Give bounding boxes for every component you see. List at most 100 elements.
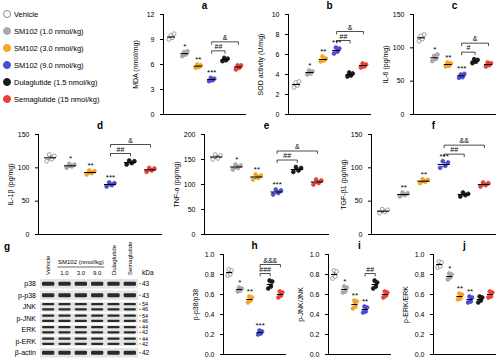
svg-text:50: 50 <box>188 206 196 213</box>
svg-text:1.0: 1.0 <box>310 251 320 258</box>
svg-text:42: 42 <box>142 329 148 335</box>
svg-text:##: ## <box>450 146 458 153</box>
svg-text:3.0: 3.0 <box>77 270 86 276</box>
svg-text:0: 0 <box>151 111 155 118</box>
svg-text:43: 43 <box>142 280 150 287</box>
svg-text:0: 0 <box>359 231 363 238</box>
svg-text:1.0: 1.0 <box>205 251 215 258</box>
svg-text:***: *** <box>106 173 115 182</box>
svg-text:0.2: 0.2 <box>415 331 425 338</box>
svg-text:&&: && <box>460 137 470 144</box>
svg-text:*: * <box>308 61 311 70</box>
svg-text:###: ### <box>259 266 271 273</box>
svg-text:0.8: 0.8 <box>205 271 215 278</box>
svg-text:50: 50 <box>397 77 405 84</box>
svg-text:*: * <box>69 154 72 163</box>
svg-text:**: ** <box>362 297 368 306</box>
svg-text:**: ** <box>401 183 407 192</box>
svg-text:***: *** <box>207 68 216 77</box>
svg-text:9: 9 <box>151 36 155 43</box>
svg-text:42: 42 <box>142 341 148 347</box>
svg-text:**: ** <box>87 161 93 170</box>
svg-text:0.4: 0.4 <box>205 311 215 318</box>
svg-text:*: * <box>343 277 346 286</box>
svg-text:p-ERK: p-ERK <box>15 338 36 346</box>
svg-text:**: ** <box>467 287 473 296</box>
svg-text:10: 10 <box>272 11 280 18</box>
svg-text:p-p38: p-p38 <box>18 292 36 300</box>
svg-text:&: & <box>348 24 353 31</box>
svg-text:2: 2 <box>276 91 280 98</box>
svg-text:***: *** <box>272 180 281 189</box>
svg-text:β-actin: β-actin <box>15 349 36 357</box>
svg-text:**: ** <box>247 287 253 296</box>
svg-text:*: * <box>433 45 436 54</box>
svg-text:SM102 (nmol/kg): SM102 (nmol/kg) <box>58 259 104 265</box>
svg-text:3: 3 <box>151 86 155 93</box>
svg-text:##: ## <box>339 33 347 40</box>
svg-text:0: 0 <box>401 111 405 118</box>
svg-text:IL-6 (pg/mg): IL-6 (pg/mg) <box>382 45 390 83</box>
svg-text:TGF-β1 (pg/mg): TGF-β1 (pg/mg) <box>340 159 348 209</box>
svg-text:SM102 (3.0 nmol/kg): SM102 (3.0 nmol/kg) <box>14 44 84 53</box>
svg-text:**: ** <box>254 165 260 174</box>
svg-text:##: ## <box>366 266 374 273</box>
svg-text:p-ERK/ERK: p-ERK/ERK <box>402 286 410 323</box>
svg-text:ERK: ERK <box>22 326 37 333</box>
svg-text:Dulaglutide: Dulaglutide <box>111 244 117 275</box>
svg-text:Vehicle: Vehicle <box>14 10 38 19</box>
svg-text:**: ** <box>421 170 427 179</box>
svg-text:150: 150 <box>393 11 405 18</box>
svg-text:46: 46 <box>142 318 148 324</box>
svg-text:43: 43 <box>142 292 150 299</box>
svg-text:##: ## <box>117 146 125 153</box>
svg-text:100: 100 <box>184 181 196 188</box>
svg-text:Semaglutide (15 nmol/kg): Semaglutide (15 nmol/kg) <box>14 95 100 104</box>
svg-text:SM102 (9.0 nmol/kg): SM102 (9.0 nmol/kg) <box>14 61 84 70</box>
svg-text:12: 12 <box>147 11 155 18</box>
svg-text:##: ## <box>214 43 222 50</box>
svg-text:*: * <box>183 42 186 51</box>
svg-text:&: & <box>223 34 228 41</box>
svg-text:p-p38/p38: p-p38/p38 <box>192 289 200 321</box>
svg-text:&: & <box>295 143 300 150</box>
svg-text:**: ** <box>445 53 451 62</box>
svg-text:#: # <box>466 44 470 51</box>
svg-text:&: & <box>473 35 478 42</box>
svg-text:0.2: 0.2 <box>310 331 320 338</box>
svg-text:200: 200 <box>184 131 196 138</box>
svg-text:50: 50 <box>355 197 363 204</box>
svg-text:100: 100 <box>18 164 30 171</box>
svg-text:Vehicle: Vehicle <box>45 255 51 275</box>
svg-text:SOD activity (U/mg): SOD activity (U/mg) <box>257 34 265 96</box>
svg-text:JNK: JNK <box>23 303 37 310</box>
svg-text:0.4: 0.4 <box>415 311 425 318</box>
svg-text:***: *** <box>255 321 264 330</box>
svg-text:0.6: 0.6 <box>205 291 215 298</box>
svg-text:1.0: 1.0 <box>60 270 69 276</box>
svg-text:##: ## <box>283 152 291 159</box>
svg-text:50: 50 <box>22 197 30 204</box>
svg-text:6: 6 <box>276 51 280 58</box>
svg-text:**: ** <box>195 55 201 64</box>
svg-text:&: & <box>128 137 133 144</box>
svg-text:**: ** <box>352 291 358 300</box>
svg-text:0.6: 0.6 <box>310 291 320 298</box>
svg-text:0: 0 <box>26 231 30 238</box>
svg-text:150: 150 <box>184 156 196 163</box>
svg-text:1.0: 1.0 <box>415 251 425 258</box>
svg-text:0.8: 0.8 <box>415 271 425 278</box>
svg-text:6: 6 <box>151 61 155 68</box>
svg-text:150: 150 <box>351 131 363 138</box>
svg-text:MDA (nmol/mg): MDA (nmol/mg) <box>132 40 140 89</box>
svg-text:9.0: 9.0 <box>93 270 102 276</box>
svg-text:150: 150 <box>18 131 30 138</box>
svg-text:Dulaglutide (1.5 nmol/kg): Dulaglutide (1.5 nmol/kg) <box>14 78 98 87</box>
svg-text:100: 100 <box>351 164 363 171</box>
svg-text:*: * <box>235 155 238 164</box>
svg-text:kDa: kDa <box>142 269 154 276</box>
svg-text:IL-1β (pg/mg): IL-1β (pg/mg) <box>7 163 15 205</box>
svg-text:p38: p38 <box>24 280 36 288</box>
svg-text:***: *** <box>457 64 466 73</box>
svg-text:g: g <box>4 241 10 252</box>
